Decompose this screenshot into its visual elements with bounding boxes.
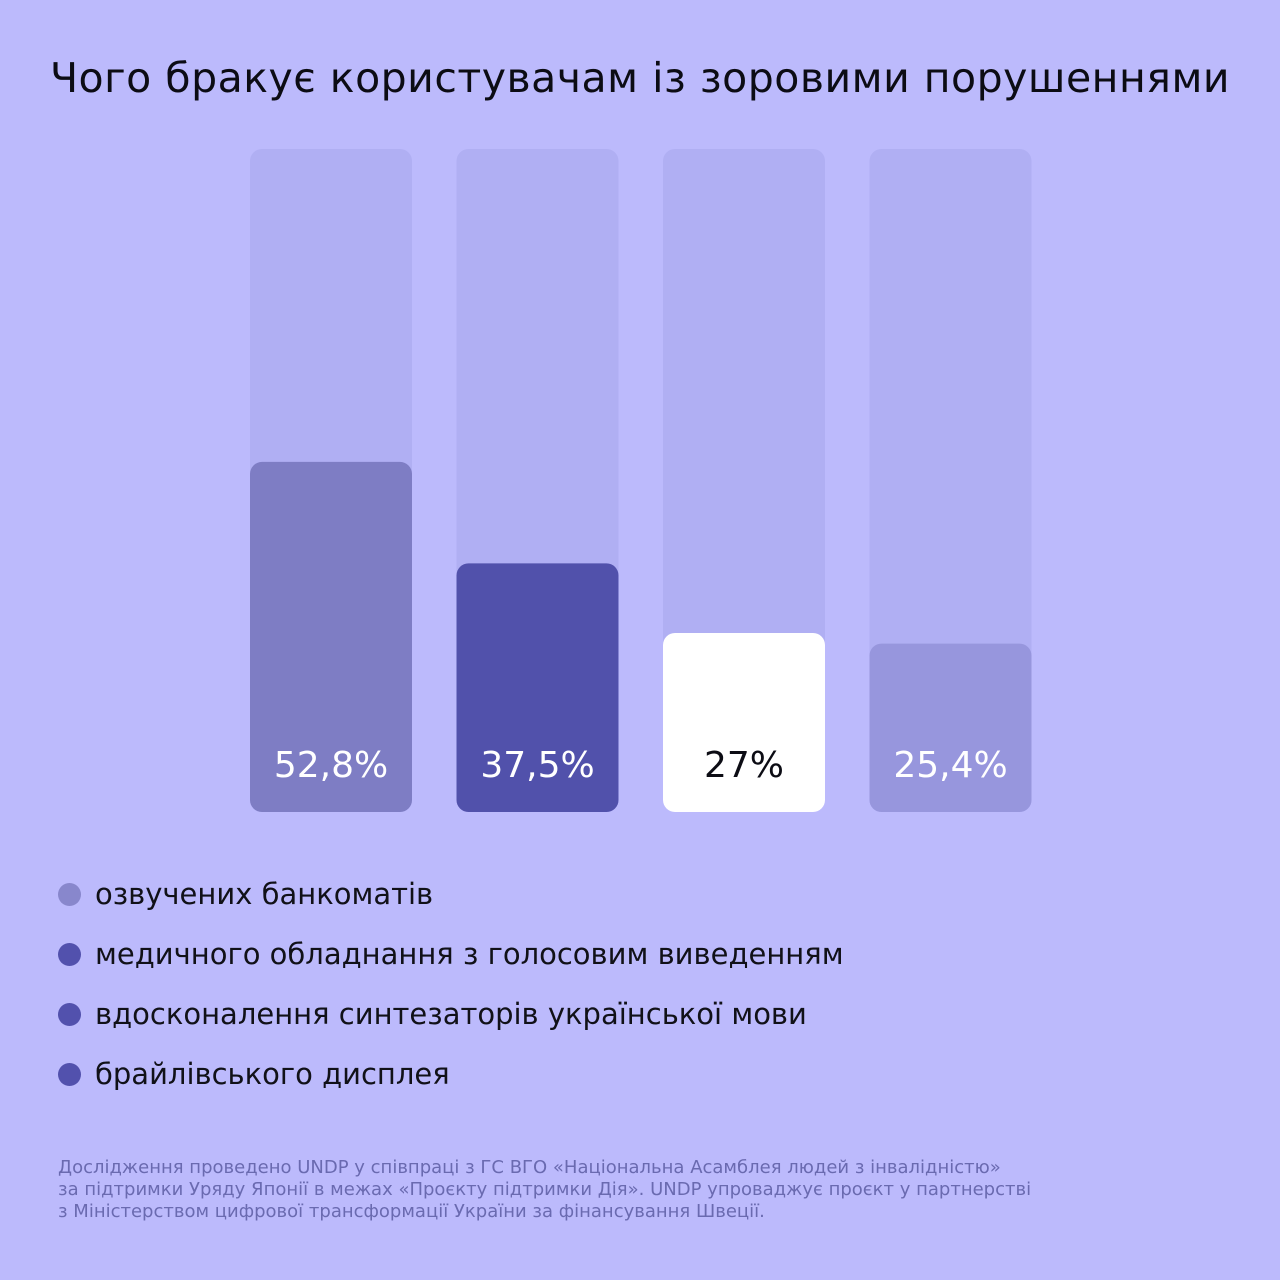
bar — [869, 643, 1032, 812]
legend-dot-icon — [58, 1002, 81, 1026]
bar-value-label: 52,8% — [274, 745, 388, 786]
legend-dot-icon — [58, 942, 81, 966]
legend-dot-icon — [58, 882, 81, 906]
bar-value-label: 25,4% — [893, 745, 1007, 786]
legend-item: вдосконалення синтезаторів української м… — [58, 984, 844, 1044]
bar-value-label: 37,5% — [480, 745, 594, 786]
legend-item: озвучених банкоматів — [58, 864, 844, 924]
legend-item: брайлівського дисплея — [58, 1044, 844, 1104]
legend-dot-icon — [58, 1062, 81, 1086]
legend-label: вдосконалення синтезаторів української м… — [95, 997, 807, 1031]
footnote-line: Дослідження проведено UNDP у співпраці з… — [58, 1157, 1001, 1178]
chart-title: Чого бракує користувачам із зоровими пор… — [49, 54, 1231, 102]
bar-value-label: 27% — [704, 745, 784, 786]
legend-label: брайлівського дисплея — [95, 1057, 450, 1091]
bar — [456, 563, 619, 812]
footnote-line: з Міністерством цифрової трансформації У… — [58, 1201, 765, 1222]
footnote-line: за підтримки Уряду Японії в межах «Проєк… — [58, 1179, 1032, 1200]
legend-label: медичного обладнання з голосовим виведен… — [95, 937, 844, 971]
legend-label: озвучених банкоматів — [95, 877, 434, 911]
source-footnote: Дослідження проведено UNDP у співпраці з… — [58, 1157, 1228, 1223]
bar — [663, 632, 825, 812]
bar — [250, 461, 412, 812]
legend: озвучених банкоматів медичного обладнанн… — [58, 864, 844, 1104]
legend-item: медичного обладнання з голосовим виведен… — [58, 924, 844, 984]
